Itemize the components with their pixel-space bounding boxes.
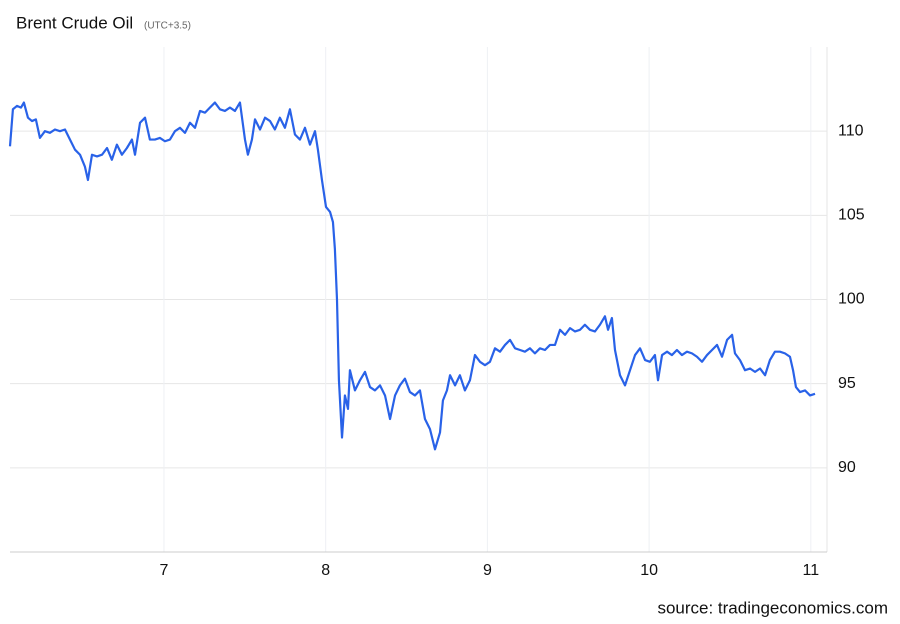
chart-subtitle: (UTC+3.5) [144, 21, 191, 32]
x-tick-label: 10 [640, 562, 658, 579]
y-tick-label: 95 [838, 375, 856, 392]
x-tick-label: 7 [160, 562, 169, 579]
source: source: tradingeconomics.com [657, 598, 888, 617]
y-tick-label: 100 [838, 291, 865, 308]
x-tick-label: 8 [321, 562, 330, 579]
x-tick-label: 11 [803, 562, 820, 579]
price-line [8, 101, 816, 451]
chart-title: Brent Crude Oil [16, 13, 133, 32]
y-tick-label: 90 [838, 459, 856, 476]
x-tick-label: 9 [483, 562, 492, 579]
y-tick-label: 105 [838, 207, 865, 224]
y-tick-label: 110 [838, 122, 864, 139]
